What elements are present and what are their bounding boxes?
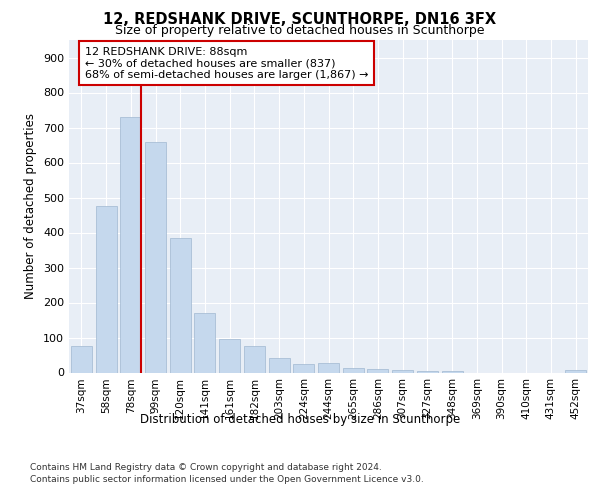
Bar [120, 117, 141, 372]
Text: Contains public sector information licensed under the Open Government Licence v3: Contains public sector information licen… [30, 475, 424, 484]
Bar [318, 362, 339, 372]
Bar [367, 369, 388, 372]
Bar [219, 338, 240, 372]
Bar [269, 358, 290, 372]
Text: Contains HM Land Registry data © Crown copyright and database right 2024.: Contains HM Land Registry data © Crown c… [30, 462, 382, 471]
Bar [293, 364, 314, 372]
Bar [194, 313, 215, 372]
Bar [417, 371, 438, 372]
Bar [244, 346, 265, 372]
Bar [392, 370, 413, 372]
Bar [95, 206, 116, 372]
Bar [170, 238, 191, 372]
Bar [565, 370, 586, 372]
Bar [343, 368, 364, 372]
Bar [71, 346, 92, 372]
Text: 12, REDSHANK DRIVE, SCUNTHORPE, DN16 3FX: 12, REDSHANK DRIVE, SCUNTHORPE, DN16 3FX [103, 12, 497, 28]
Text: 12 REDSHANK DRIVE: 88sqm
← 30% of detached houses are smaller (837)
68% of semi-: 12 REDSHANK DRIVE: 88sqm ← 30% of detach… [85, 46, 368, 80]
Text: Distribution of detached houses by size in Scunthorpe: Distribution of detached houses by size … [140, 412, 460, 426]
Bar [145, 142, 166, 372]
Y-axis label: Number of detached properties: Number of detached properties [25, 114, 37, 299]
Text: Size of property relative to detached houses in Scunthorpe: Size of property relative to detached ho… [115, 24, 485, 37]
Bar [442, 371, 463, 372]
